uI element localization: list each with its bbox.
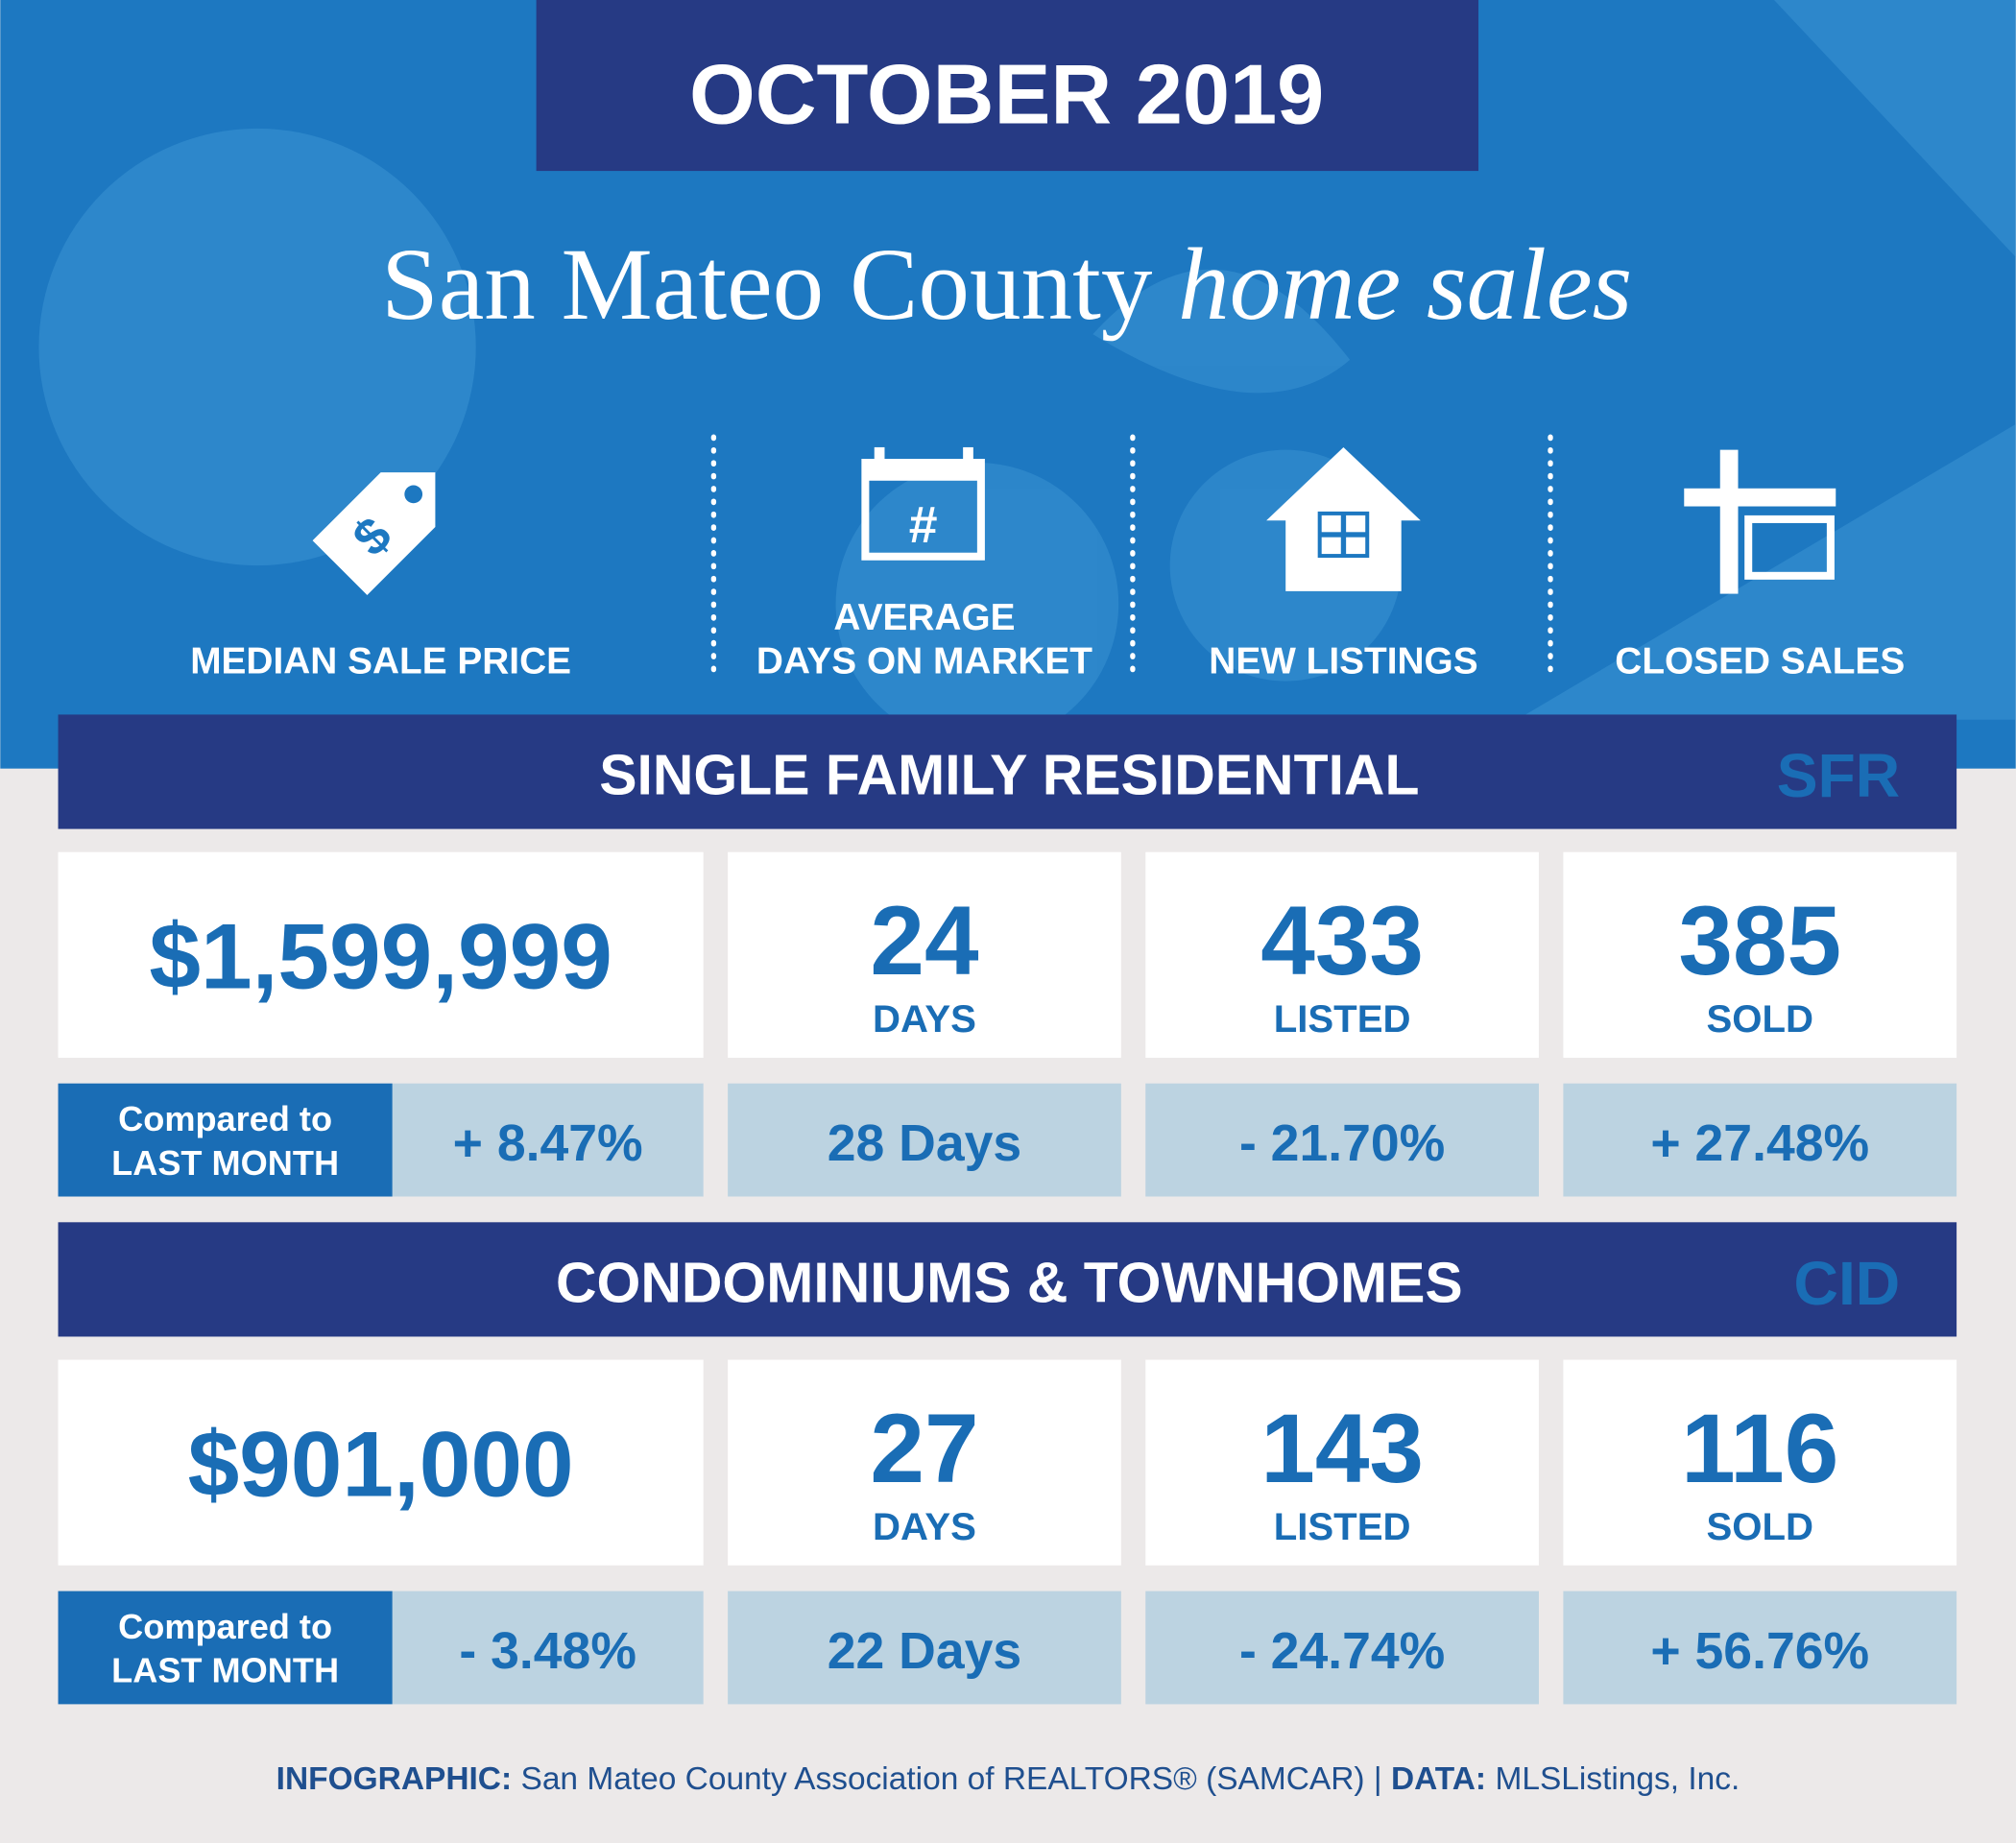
metric-label: NEW LISTINGS	[1209, 641, 1477, 682]
comparison-box	[392, 1083, 704, 1197]
value-box	[728, 851, 1121, 1058]
value-box	[58, 1359, 704, 1566]
sign-icon	[1684, 449, 1836, 594]
metric-label: MEDIAN SALE PRICE	[190, 641, 571, 682]
value-box	[1145, 1359, 1539, 1566]
comparison-label: Compared to	[118, 1099, 332, 1138]
comparison-value: - 21.70%	[1239, 1115, 1445, 1172]
section-code: SFR	[1777, 741, 1900, 810]
footer-source: San Mateo County Association of REALTORS…	[521, 1761, 1382, 1797]
value-box	[728, 1359, 1121, 1566]
date: OCTOBER 2019	[689, 47, 1324, 142]
svg-text:#: #	[909, 497, 938, 554]
footer-data-label: DATA:	[1391, 1761, 1486, 1797]
section-title: SINGLE FAMILY RESIDENTIAL	[599, 744, 1419, 806]
comparison-box	[392, 1591, 704, 1705]
value-box	[58, 851, 704, 1058]
value: 27	[870, 1394, 978, 1503]
comparison-label-box	[58, 1083, 393, 1197]
big-value: $901,000	[188, 1413, 574, 1516]
comparison-value: + 27.48%	[1650, 1115, 1869, 1172]
calendar-icon: #	[861, 446, 985, 561]
comparison-label-box	[58, 1591, 393, 1705]
value-unit: SOLD	[1706, 997, 1813, 1041]
value-unit: DAYS	[873, 1505, 976, 1548]
value: 116	[1681, 1394, 1838, 1503]
comparison-label: LAST MONTH	[111, 1651, 339, 1690]
comparison-box	[728, 1591, 1121, 1705]
footer-data-source: MLSListings, Inc.	[1495, 1761, 1740, 1797]
comparison-box	[728, 1083, 1121, 1197]
section-banner	[58, 714, 1957, 829]
value-unit: SOLD	[1706, 1505, 1813, 1548]
footer: INFOGRAPHIC: San Mateo County Association…	[276, 1761, 1740, 1797]
separators	[710, 434, 1553, 684]
house-icon	[1266, 446, 1421, 591]
comparison-value: - 24.74%	[1239, 1623, 1445, 1680]
metric-label: CLOSED SALES	[1615, 641, 1905, 682]
comparison-label: LAST MONTH	[111, 1143, 339, 1183]
comparison-value: 22 Days	[828, 1623, 1021, 1680]
section-banner	[58, 1222, 1957, 1337]
comparison-box	[1145, 1591, 1539, 1705]
date-banner	[536, 0, 1479, 172]
comparison-label: Compared to	[118, 1607, 332, 1646]
price-tag-icon: $	[312, 472, 436, 595]
comparison-box	[1563, 1591, 1957, 1705]
comparison-value: 28 Days	[828, 1115, 1021, 1172]
comparison-value: + 8.47%	[453, 1115, 643, 1172]
value-unit: LISTED	[1274, 1505, 1411, 1548]
value: 143	[1260, 1394, 1424, 1503]
metric-label: DAYS ON MARKET	[756, 641, 1092, 682]
value-box	[1145, 851, 1539, 1058]
footer-infographic-label: INFOGRAPHIC:	[276, 1761, 512, 1797]
section-title: CONDOMINIUMS & TOWNHOMES	[556, 1252, 1463, 1314]
metric-label: AVERAGE	[833, 597, 1015, 638]
value: 433	[1260, 886, 1424, 995]
value-unit: LISTED	[1274, 997, 1411, 1041]
comparison-box	[1563, 1083, 1957, 1197]
value-box	[1563, 851, 1957, 1058]
title-main: San Mateo County	[381, 228, 1153, 342]
title-italic: home sales	[1178, 228, 1632, 342]
big-value: $1,599,999	[149, 906, 612, 1009]
value-unit: DAYS	[873, 997, 976, 1041]
value-box	[1563, 1359, 1957, 1566]
value: 385	[1678, 886, 1841, 995]
section-code: CID	[1794, 1249, 1901, 1318]
comparison-value: + 56.76%	[1650, 1623, 1869, 1680]
title: San Mateo County home sales	[381, 228, 1632, 342]
value: 24	[870, 886, 979, 995]
comparison-box	[1145, 1083, 1539, 1197]
comparison-value: - 3.48%	[459, 1623, 636, 1680]
